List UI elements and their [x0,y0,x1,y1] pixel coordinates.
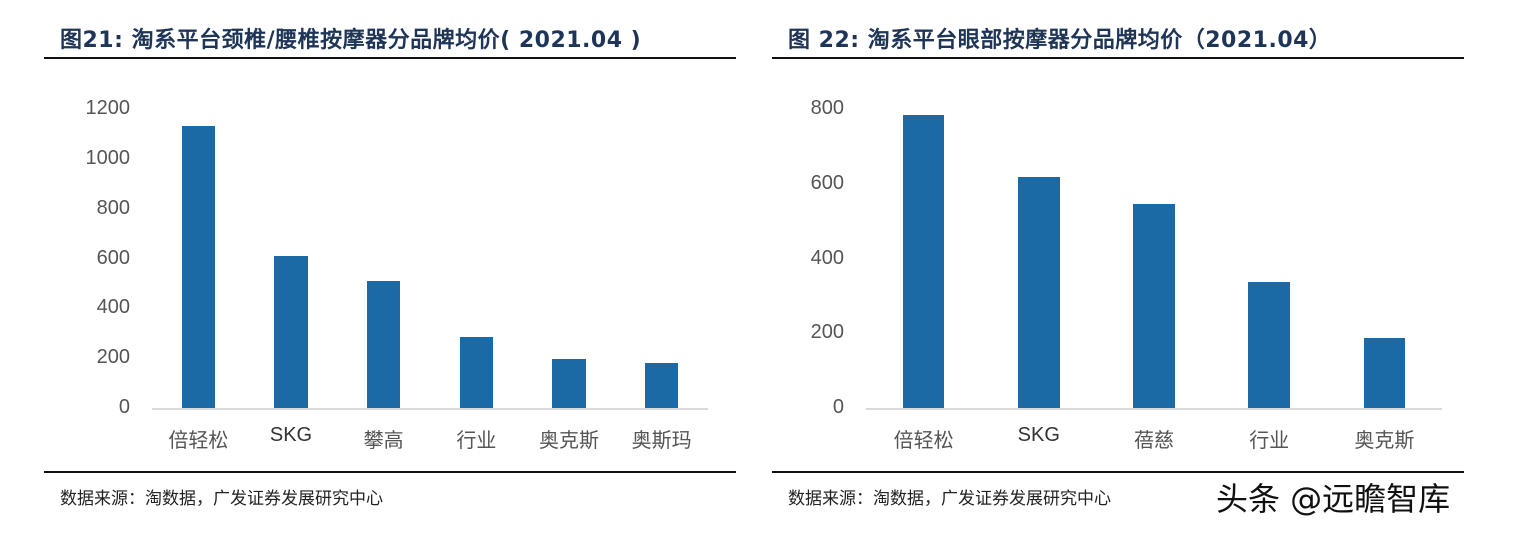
y-tick-label: 0 [832,396,844,418]
y-tick-label: 0 [118,396,130,418]
bar-chart-plot: 0 200 400 600 800 1000 1200 倍轻松 SKG 攀高 行业 奥克斯 奥斯玛 [44,0,736,470]
x-axis-line [866,408,1442,410]
bar [181,125,215,408]
x-category-label: 蓓慈 [1134,428,1174,452]
source-note: 数据来源：淘数据，广发证券发展研究中心 [60,489,383,509]
bar [902,114,945,408]
y-tick-label: 600 [96,246,130,269]
x-category-label: 奥斯玛 [631,428,692,452]
chart-panel-eye-massager: 图 22: 淘系平台眼部按摩器分品牌均价（2021.04） 0 200 400 600… [772,0,1464,533]
x-category-label: 倍轻松 [893,428,954,452]
y-tick-label: 800 [810,97,844,119]
chart-panel-neck-waist-massager: 图21: 淘系平台颈椎/腰椎按摩器分品牌均价( 2021.04 ) 0 200 40… [44,0,736,533]
x-category-label: SKG [269,424,313,446]
source-note: 数据来源：淘数据，广发证券发展研究中心 [788,489,1111,509]
x-category-label: 倍轻松 [168,428,229,452]
bar [1133,203,1175,408]
bar [644,362,679,408]
y-tick-label: 800 [96,196,130,219]
watermark: 头条 @远瞻智库 [1212,474,1455,520]
x-category-label: 奥克斯 [539,428,599,452]
bar [459,336,493,408]
title-divider [44,57,736,59]
x-category-label: 奥克斯 [1354,428,1415,452]
bar [1018,177,1060,408]
x-category-label: SKG [1017,424,1060,446]
y-tick-label: 600 [810,171,844,194]
bar [366,280,401,408]
source-divider [44,471,736,473]
bar-chart-plot: 0 200 400 600 800 倍轻松 SKG 蓓慈 行业 奥克斯 [772,0,1464,470]
bar [274,256,308,408]
x-category-label: 行业 [456,428,497,452]
y-tick-label: 400 [810,246,844,269]
x-category-label: 攀高 [363,428,404,452]
y-tick-label: 1200 [85,97,131,119]
chart-title: 图 22: 淘系平台眼部按摩器分品牌均价（2021.04） [788,28,1332,53]
y-tick-label: 200 [96,346,130,369]
bar [1363,338,1406,408]
source-divider [772,471,1464,473]
x-axis-line [152,408,708,410]
y-tick-label: 200 [810,321,844,344]
bar [1248,282,1290,408]
chart-title: 图21: 淘系平台颈椎/腰椎按摩器分品牌均价( 2021.04 ) [60,28,642,53]
y-tick-label: 400 [96,296,130,319]
title-divider [772,57,1464,59]
x-category-label: 行业 [1249,428,1290,452]
y-tick-label: 1000 [85,146,131,169]
bar [552,358,586,408]
